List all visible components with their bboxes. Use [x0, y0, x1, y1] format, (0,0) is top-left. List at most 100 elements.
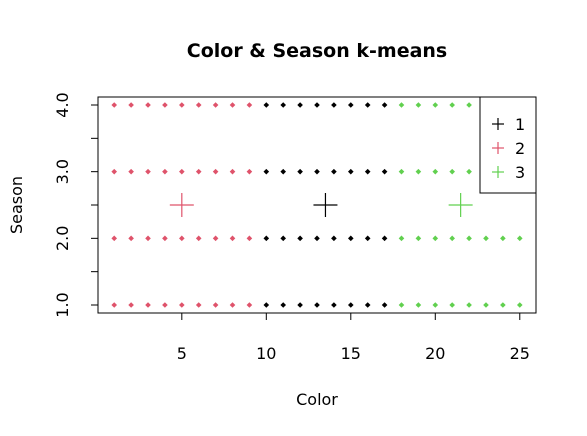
- data-point-cluster-2: [111, 235, 118, 242]
- data-point-cluster-1: [314, 168, 320, 175]
- data-point-cluster-3: [398, 302, 405, 308]
- data-point-cluster-3: [483, 302, 489, 308]
- data-point-cluster-2: [162, 235, 168, 242]
- x-tick-label: 10: [256, 344, 276, 363]
- data-point-cluster-3: [415, 302, 422, 308]
- data-point-cluster-3: [449, 302, 455, 308]
- data-point-cluster-2: [162, 102, 168, 108]
- data-point-cluster-2: [162, 302, 168, 308]
- x-tick-label: 5: [177, 344, 187, 363]
- data-point-cluster-2: [145, 102, 151, 108]
- data-point-cluster-1: [364, 102, 371, 108]
- x-axis-title: Color: [296, 390, 338, 409]
- data-point-cluster-2: [229, 235, 236, 242]
- data-point-cluster-3: [466, 302, 472, 308]
- data-point-cluster-3: [432, 302, 439, 308]
- data-point-cluster-3: [500, 302, 506, 308]
- data-point-cluster-3: [432, 102, 439, 108]
- data-point-cluster-3: [449, 235, 455, 242]
- data-point-cluster-2: [128, 302, 134, 308]
- legend-label: 2: [515, 139, 525, 158]
- data-point-cluster-1: [347, 302, 354, 308]
- data-point-cluster-1: [381, 235, 388, 242]
- legend-label: 3: [515, 163, 525, 182]
- data-point-cluster-2: [246, 302, 253, 308]
- data-point-cluster-2: [229, 302, 236, 308]
- data-point-cluster-1: [263, 302, 270, 308]
- y-axis-title: Season: [7, 176, 26, 234]
- data-points: [111, 102, 523, 308]
- data-point-cluster-2: [145, 235, 151, 242]
- data-point-cluster-2: [162, 168, 168, 175]
- data-point-cluster-2: [229, 168, 236, 175]
- data-point-cluster-2: [195, 235, 202, 242]
- legend-label: 1: [515, 115, 525, 134]
- data-point-cluster-3: [398, 168, 405, 175]
- data-point-cluster-1: [347, 168, 354, 175]
- data-point-cluster-1: [347, 235, 354, 242]
- data-point-cluster-2: [179, 102, 185, 108]
- legend: 1 2 3: [479, 96, 537, 194]
- data-point-cluster-2: [179, 168, 185, 175]
- data-point-cluster-1: [280, 302, 287, 308]
- data-point-cluster-2: [212, 102, 219, 108]
- legend-item-1: 1: [492, 115, 525, 134]
- data-point-cluster-2: [195, 302, 202, 308]
- data-point-cluster-3: [466, 168, 472, 175]
- data-point-cluster-1: [314, 302, 320, 308]
- chart-title: Color & Season k-means: [187, 40, 448, 62]
- data-point-cluster-2: [111, 302, 118, 308]
- data-point-cluster-1: [364, 302, 371, 308]
- y-axis: 1.0 2.0 3.0 4.0: [53, 92, 99, 318]
- data-point-cluster-3: [483, 235, 489, 242]
- data-point-cluster-1: [314, 235, 320, 242]
- data-point-cluster-1: [280, 235, 287, 242]
- data-point-cluster-2: [145, 168, 151, 175]
- cluster-center-2: [169, 193, 194, 217]
- data-point-cluster-3: [398, 102, 405, 108]
- data-point-cluster-1: [331, 102, 337, 108]
- y-tick-label: 1.0: [53, 292, 72, 317]
- cluster-center-3: [448, 193, 473, 217]
- data-point-cluster-1: [297, 168, 303, 175]
- data-point-cluster-3: [415, 168, 422, 175]
- data-point-cluster-2: [111, 102, 118, 108]
- data-point-cluster-1: [297, 102, 303, 108]
- data-point-cluster-1: [331, 235, 337, 242]
- data-point-cluster-2: [195, 168, 202, 175]
- data-point-cluster-1: [263, 168, 270, 175]
- data-point-cluster-3: [500, 235, 506, 242]
- data-point-cluster-1: [381, 102, 388, 108]
- data-point-cluster-2: [179, 235, 185, 242]
- x-tick-label: 25: [510, 344, 530, 363]
- y-tick-label: 3.0: [53, 159, 72, 184]
- legend-item-3: 3: [492, 163, 525, 182]
- data-point-cluster-1: [364, 235, 371, 242]
- data-point-cluster-1: [297, 235, 303, 242]
- data-point-cluster-2: [195, 102, 202, 108]
- y-tick-label: 4.0: [53, 92, 72, 117]
- data-point-cluster-2: [246, 235, 253, 242]
- y-tick-label: 2.0: [53, 226, 72, 251]
- data-point-cluster-1: [280, 168, 287, 175]
- data-point-cluster-1: [381, 302, 388, 308]
- cluster-centers: [169, 193, 473, 217]
- data-point-cluster-1: [347, 102, 354, 108]
- data-point-cluster-3: [432, 168, 439, 175]
- legend-box: [479, 96, 537, 194]
- data-point-cluster-1: [297, 302, 303, 308]
- data-point-cluster-2: [128, 235, 134, 242]
- data-point-cluster-2: [145, 302, 151, 308]
- x-tick-label: 20: [425, 344, 445, 363]
- data-point-cluster-3: [466, 235, 472, 242]
- data-point-cluster-3: [398, 235, 405, 242]
- cluster-center-1: [313, 193, 338, 217]
- data-point-cluster-3: [415, 235, 422, 242]
- data-point-cluster-2: [128, 168, 134, 175]
- data-point-cluster-2: [212, 235, 219, 242]
- data-point-cluster-3: [432, 235, 439, 242]
- data-point-cluster-1: [331, 302, 337, 308]
- data-point-cluster-3: [449, 102, 455, 108]
- data-point-cluster-2: [246, 102, 253, 108]
